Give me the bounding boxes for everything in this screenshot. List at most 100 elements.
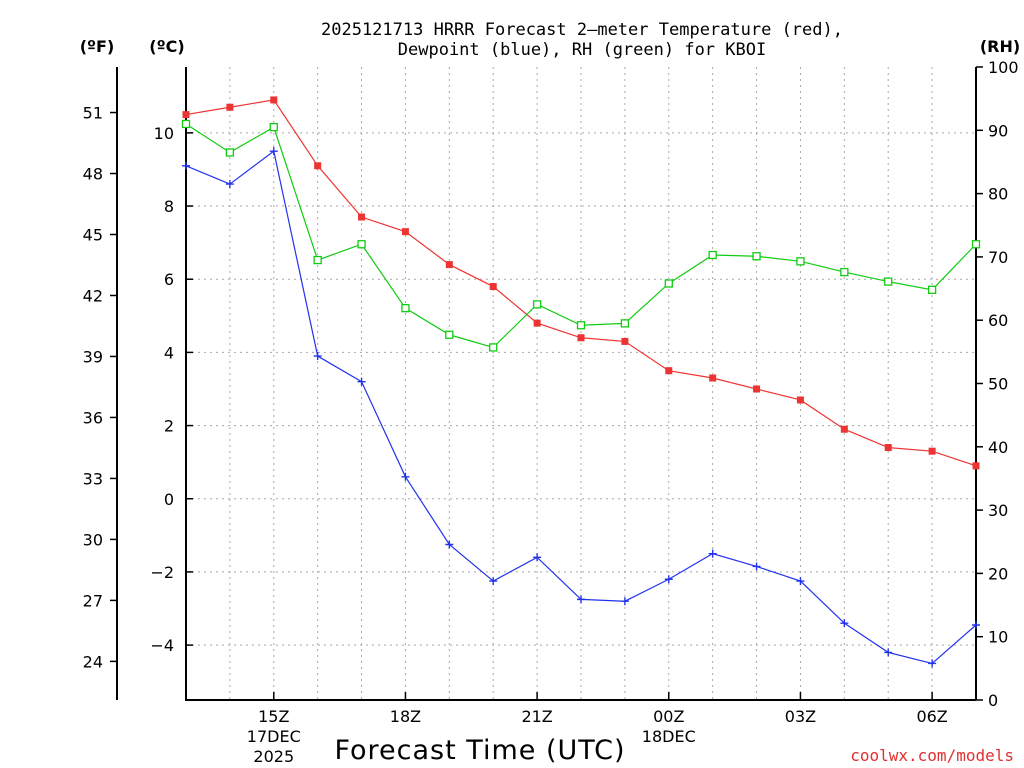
x-tick-label: 15Z (258, 707, 289, 726)
x-tick-label: 03Z (785, 707, 816, 726)
data-point-rh (927, 285, 937, 294)
unit-rh-label: (RH) (980, 37, 1020, 56)
chart-title-line1: 2025121713 HRRR Forecast 2—meter Tempera… (321, 20, 843, 40)
data-point-dewpoint (840, 619, 849, 628)
data-point-rh (664, 279, 673, 288)
x-axis-label: Forecast Time (UTC) (334, 735, 625, 766)
fahrenheit-tick-label: 36 (83, 408, 103, 427)
data-point-rh (840, 267, 849, 277)
data-point-dewpoint (401, 472, 410, 481)
celsius-tick-label: 8 (164, 197, 174, 216)
data-point-temperature (577, 334, 585, 342)
series-layer (181, 96, 981, 668)
rh-tick-label: 50 (988, 375, 1008, 394)
data-point-dewpoint (533, 553, 542, 562)
series-line-dewpoint (185, 150, 977, 665)
rh-tick-label: 90 (988, 121, 1008, 140)
data-point-temperature (401, 228, 409, 236)
data-point-rh (489, 343, 498, 352)
x-tick-label: 00Z (653, 707, 684, 726)
data-point-temperature (884, 444, 892, 452)
data-point-temperature (796, 396, 804, 404)
data-point-temperature (753, 385, 761, 393)
celsius-tick-label: 4 (164, 343, 174, 362)
x-tick-label: 06Z (916, 707, 947, 726)
plot-frame-left-bottom (185, 67, 976, 701)
data-point-rh (445, 330, 454, 339)
fahrenheit-tick-label: 51 (83, 104, 103, 123)
data-point-dewpoint (489, 577, 498, 586)
data-point-dewpoint (796, 577, 805, 586)
data-point-dewpoint (708, 549, 717, 558)
rh-tick-label: 10 (988, 628, 1008, 647)
fahrenheit-tick-label: 27 (83, 591, 103, 610)
data-point-dewpoint (884, 648, 893, 657)
unit-fahrenheit-label: (ºF) (80, 37, 115, 56)
rh-tick-label: 30 (988, 501, 1008, 520)
fahrenheit-tick-label: 39 (83, 347, 103, 366)
data-point-temperature (533, 319, 541, 327)
data-point-rh (313, 255, 322, 265)
data-point-rh (269, 122, 278, 132)
fahrenheit-tick-label: 45 (83, 225, 103, 244)
rh-tick-label: 40 (988, 438, 1008, 457)
data-point-dewpoint (182, 161, 190, 170)
rh-tick-label: 0 (988, 691, 998, 710)
data-point-rh (752, 252, 761, 261)
data-point-rh (401, 304, 410, 313)
data-point-temperature (314, 162, 322, 170)
series-dewpoint (182, 147, 980, 668)
x-tick-year-label: 2025 (253, 747, 294, 766)
data-point-rh (181, 119, 191, 129)
rh-tick-label: 70 (988, 248, 1008, 267)
x-tick-date-label: 18DEC (642, 727, 696, 746)
celsius-tick-label: 10 (154, 124, 174, 143)
data-point-rh (620, 319, 630, 328)
data-point-temperature (928, 447, 936, 455)
chart-title-line2: Dewpoint (blue), RH (green) for KBOI (398, 40, 766, 60)
rh-tick-label: 100 (988, 58, 1019, 77)
rh-tick-label: 60 (988, 311, 1008, 330)
axis-layer (116, 67, 977, 701)
series-temperature (182, 96, 980, 470)
data-point-dewpoint (752, 562, 761, 571)
data-point-rh (884, 277, 893, 286)
celsius-tick-label: 2 (164, 417, 174, 436)
data-point-dewpoint (620, 597, 629, 606)
data-point-dewpoint (972, 620, 980, 629)
credit-link[interactable]: coolwx.com/models (850, 746, 1014, 765)
unit-celsius-label: (ºC) (149, 37, 184, 56)
grid-layer (186, 67, 976, 700)
data-point-rh (357, 240, 366, 249)
data-point-temperature (840, 425, 848, 433)
fahrenheit-tick-label: 24 (83, 652, 103, 671)
data-point-rh (225, 148, 235, 157)
ticks-layer: 1086420−2−451484542393633302724100908070… (83, 58, 1019, 766)
celsius-tick-label: −4 (150, 636, 174, 655)
celsius-tick-label: 0 (164, 490, 174, 509)
data-point-dewpoint (313, 352, 322, 361)
data-point-rh (576, 321, 586, 330)
rh-tick-label: 20 (988, 564, 1008, 583)
data-point-temperature (270, 96, 278, 104)
data-point-temperature (445, 261, 453, 269)
data-point-temperature (358, 213, 366, 221)
data-point-temperature (489, 283, 497, 291)
data-point-dewpoint (269, 147, 278, 156)
data-point-dewpoint (664, 575, 673, 584)
fahrenheit-tick-label: 42 (83, 286, 103, 305)
fahrenheit-tick-label: 33 (83, 469, 103, 488)
data-point-temperature (182, 111, 190, 119)
celsius-tick-label: −2 (150, 563, 174, 582)
fahrenheit-tick-label: 30 (83, 530, 103, 549)
data-point-dewpoint (577, 595, 585, 604)
data-point-temperature (709, 374, 717, 382)
data-point-rh (708, 250, 717, 260)
rh-tick-label: 80 (988, 185, 1008, 204)
data-point-dewpoint (928, 659, 937, 668)
x-tick-date-label: 17DEC (247, 727, 301, 746)
x-tick-label: 18Z (390, 707, 421, 726)
data-point-temperature (226, 103, 234, 111)
data-point-dewpoint (357, 377, 366, 386)
